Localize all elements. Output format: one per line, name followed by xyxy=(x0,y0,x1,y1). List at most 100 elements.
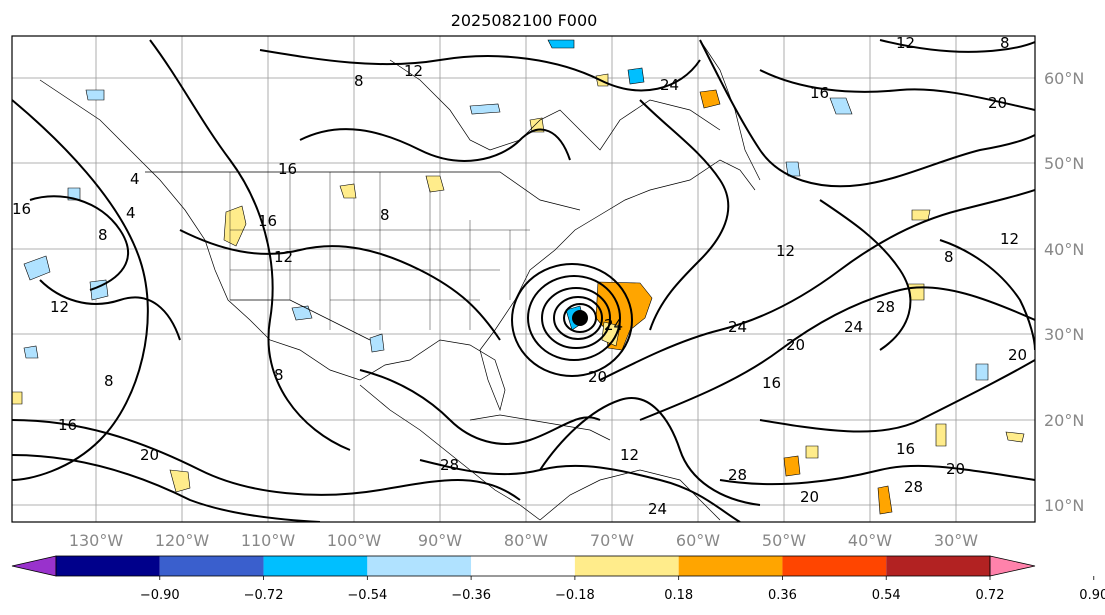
contour-line xyxy=(539,397,761,506)
longitude-label: 60°W xyxy=(676,531,720,550)
colorbar-tick-label: −0.54 xyxy=(347,588,387,603)
contour-line xyxy=(179,229,501,341)
coastline-south-america xyxy=(539,469,721,521)
contour-line xyxy=(639,286,1035,421)
contour-line xyxy=(599,189,1035,381)
state-borders xyxy=(229,172,530,330)
map-frame xyxy=(11,35,1036,523)
latitude-labels: 60°N 50°N 40°N 30°N 20°N 10°N xyxy=(1044,69,1084,515)
colorbar-segment xyxy=(886,556,990,576)
hurricane-contour-rings xyxy=(511,263,633,377)
hurricane-center-marker xyxy=(572,310,588,326)
contour-label: 12 xyxy=(896,34,915,52)
contour-line xyxy=(359,369,601,445)
contour-label: 24 xyxy=(660,76,679,94)
contour-label: 4 xyxy=(130,170,140,188)
colorbar-segment xyxy=(678,556,783,576)
contour-line xyxy=(149,39,351,451)
positive-anomaly-patch xyxy=(12,391,23,405)
contour-label: 28 xyxy=(904,478,923,496)
latitude-label: 30°N xyxy=(1044,325,1084,344)
positive-anomaly-patch xyxy=(223,205,247,247)
hurricane-ring xyxy=(553,296,603,340)
contour-label: 16 xyxy=(12,200,31,218)
contour-label: 16 xyxy=(58,416,77,434)
contour-line xyxy=(939,239,1035,351)
contour-label: 8 xyxy=(104,372,114,390)
positive-anomaly-patch xyxy=(339,183,357,199)
contour-label: 16 xyxy=(896,440,915,458)
contour-line xyxy=(12,99,149,481)
contour-label: 28 xyxy=(440,456,459,474)
longitude-label: 100°W xyxy=(327,531,382,550)
colorbar-frame xyxy=(55,555,991,577)
positive-anomaly-patch xyxy=(601,321,621,347)
contour-label: 8 xyxy=(354,72,364,90)
map-panel: 12 16 8 4 16 8 12 8 16 12 20 8 28 24 16 … xyxy=(11,34,1084,550)
colorbar-tick-label: −0.72 xyxy=(244,588,284,603)
latitude-label: 50°N xyxy=(1044,154,1084,173)
contour-line xyxy=(39,279,181,341)
contour-label: 4 xyxy=(126,204,136,222)
contour-label: 8 xyxy=(380,206,390,224)
hurricane-ring xyxy=(511,263,633,377)
negative-anomaly-patch xyxy=(85,89,105,101)
figure-title: 2025082100 F000 xyxy=(451,11,598,30)
coastline-caribbean xyxy=(469,414,611,441)
colorbar-segment xyxy=(263,556,368,576)
contour-label: 28 xyxy=(728,466,747,484)
negative-anomaly-patch xyxy=(975,363,989,381)
contour-label: 16 xyxy=(810,84,829,102)
positive-anomaly-patch xyxy=(699,89,721,109)
contour-labels: 12 16 8 4 16 8 12 8 16 12 20 8 28 24 16 … xyxy=(12,34,1027,518)
longitude-label: 30°W xyxy=(934,531,978,550)
colorbar-tick-label: −0.90 xyxy=(140,588,180,603)
contour-line xyxy=(259,49,701,92)
longitude-label: 40°W xyxy=(848,531,892,550)
latitude-label: 20°N xyxy=(1044,411,1084,430)
contour-line xyxy=(12,419,521,501)
positive-anomaly-patch xyxy=(911,209,931,221)
contour-label: 24 xyxy=(728,318,747,336)
negative-anomaly-patch xyxy=(547,39,575,49)
colorbar-segment xyxy=(367,556,472,576)
longitude-label: 90°W xyxy=(418,531,462,550)
longitude-label: 110°W xyxy=(241,531,296,550)
coastline-hudson-bay xyxy=(389,59,721,151)
colorbar-tick-label: 0.72 xyxy=(976,588,1005,603)
contour-label: 16 xyxy=(278,160,297,178)
positive-anomaly-patch xyxy=(877,485,893,515)
colorbar-tick-label: 0.36 xyxy=(768,588,797,603)
contour-label: 20 xyxy=(140,446,159,464)
positive-anomaly-patch xyxy=(529,117,545,133)
contour-label: 20 xyxy=(946,460,965,478)
contour-label: 8 xyxy=(944,248,954,266)
contour-label: 24 xyxy=(648,500,667,518)
contour-label: 12 xyxy=(1000,230,1019,248)
border-us-canada xyxy=(145,171,581,211)
longitude-labels: 130°W 120°W 110°W 100°W 90°W 80°W 70°W 60°W 50°W… xyxy=(69,531,978,550)
colorbar-left-extension xyxy=(11,555,57,577)
positive-anomaly-patch xyxy=(935,423,947,447)
longitude-label: 50°W xyxy=(762,531,806,550)
positive-anomaly-patch xyxy=(783,455,801,477)
longitude-label: 80°W xyxy=(504,531,548,550)
contour-line xyxy=(639,99,730,331)
positive-anomaly-patch xyxy=(425,175,445,193)
longitude-label: 120°W xyxy=(155,531,210,550)
colorbar: −0.90 −0.72 −0.54 −0.36 −0.18 0.18 0.36 0.54 0.7… xyxy=(11,555,1105,603)
contour-label: 20 xyxy=(1008,346,1027,364)
coastline-central-america xyxy=(359,384,541,521)
contour-line xyxy=(719,464,1035,486)
contour-label: 20 xyxy=(988,94,1007,112)
contour-label: 28 xyxy=(876,298,895,316)
colorbar-right-extension xyxy=(989,555,1036,577)
contour-line xyxy=(419,459,741,522)
contour-label: 16 xyxy=(258,212,277,230)
negative-anomaly-patch xyxy=(785,161,801,177)
contour-line xyxy=(819,199,912,351)
contour-line xyxy=(759,359,1035,433)
contour-label: 12 xyxy=(50,298,69,316)
coastline-north-america xyxy=(39,79,756,412)
